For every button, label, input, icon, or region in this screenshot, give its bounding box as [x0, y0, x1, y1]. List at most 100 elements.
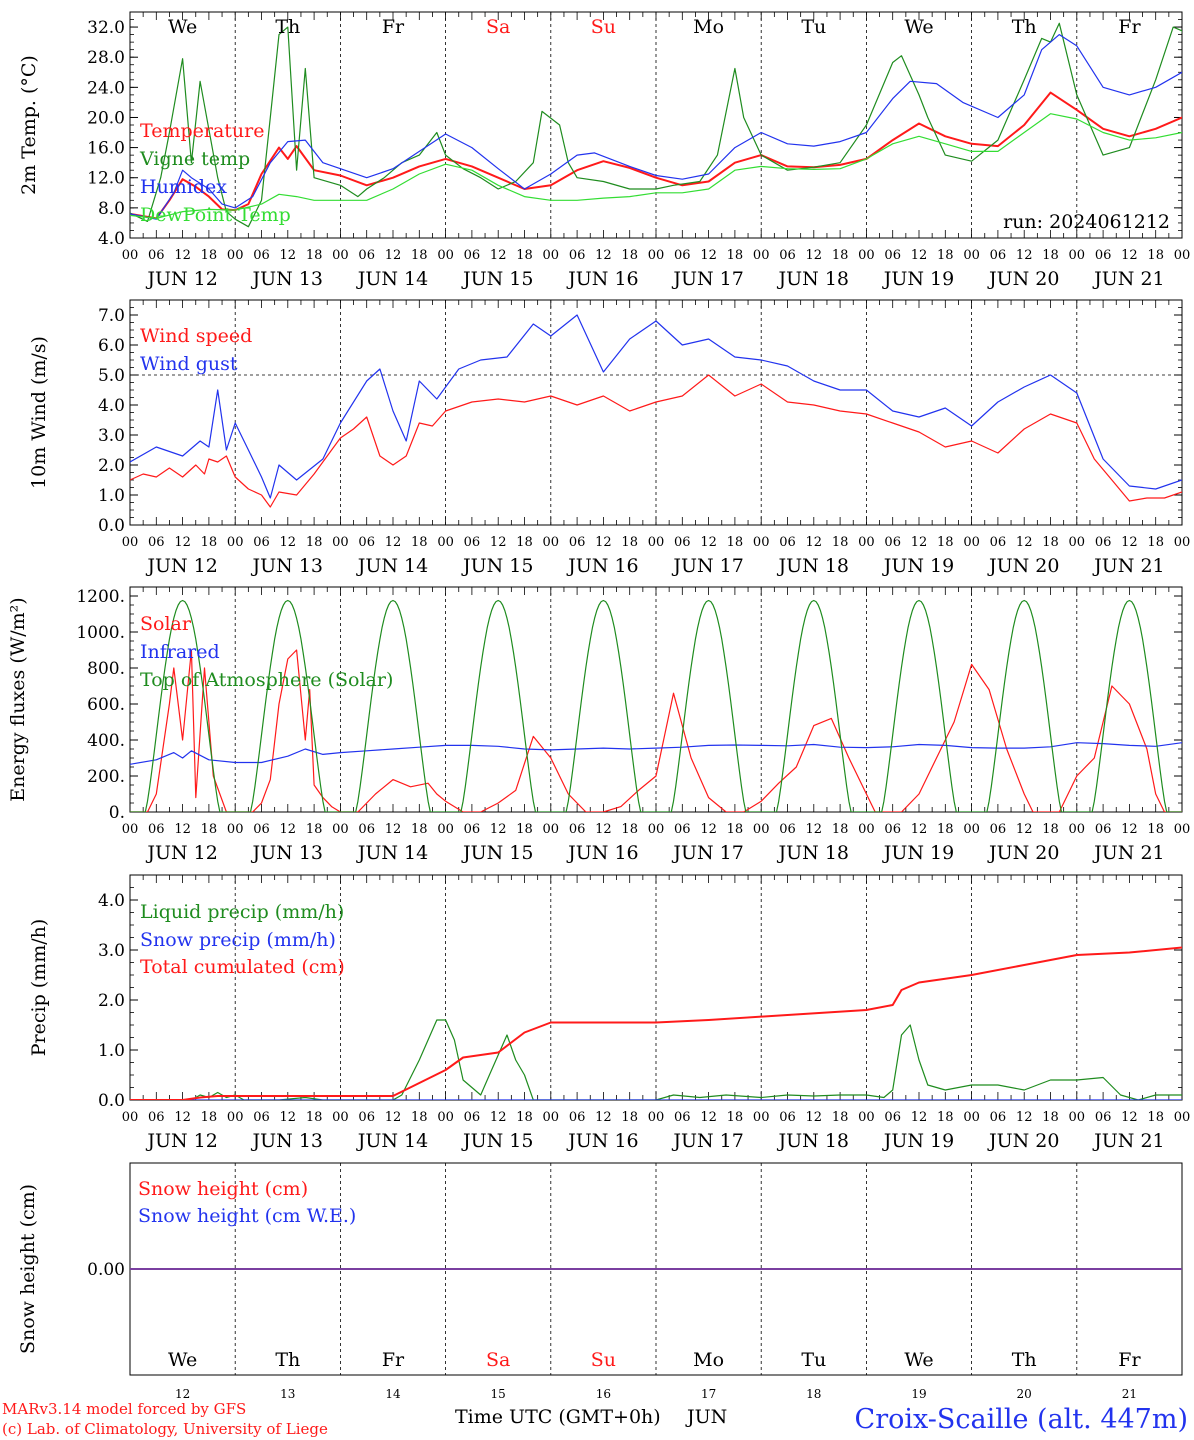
hour-tick-label: 18 — [937, 822, 954, 837]
hour-tick-label: 12 — [174, 535, 191, 550]
legend-entry: DewPoint Temp — [140, 204, 291, 226]
date-label: JUN 12 — [145, 1130, 217, 1152]
day-number-label: 21 — [1122, 1387, 1137, 1401]
hour-tick-label: 00 — [543, 248, 560, 263]
hour-tick-label: 18 — [937, 535, 954, 550]
hour-tick-label: 12 — [385, 822, 402, 837]
date-label: JUN 20 — [987, 1130, 1059, 1152]
legend-entry: Humidex — [140, 176, 227, 198]
date-label: JUN 12 — [145, 555, 217, 577]
date-label: JUN 17 — [671, 268, 743, 290]
hour-tick-label: 00 — [332, 1110, 349, 1125]
hour-tick-label: 18 — [727, 1110, 744, 1125]
hour-tick-label: 18 — [621, 248, 638, 263]
run-annotation: run: 2024061212 — [1003, 211, 1170, 233]
date-label: JUN 14 — [356, 842, 428, 864]
y-tick-label: 1000. — [76, 623, 125, 643]
hour-tick-label: 06 — [464, 822, 481, 837]
weekday-label: Su — [591, 1349, 616, 1371]
hour-tick-label: 00 — [437, 535, 454, 550]
hour-tick-label: 12 — [385, 535, 402, 550]
hour-tick-label: 18 — [201, 1110, 218, 1125]
date-label: JUN 16 — [566, 842, 638, 864]
date-label: JUN 15 — [461, 842, 533, 864]
plot-frame — [129, 299, 1183, 526]
hour-tick-label: 12 — [490, 248, 507, 263]
day-number-label: 16 — [596, 1387, 611, 1401]
hour-tick-label: 12 — [700, 1110, 717, 1125]
date-label: JUN 16 — [566, 1130, 638, 1152]
day-number-label: 19 — [911, 1387, 926, 1401]
hour-tick-label: 18 — [516, 535, 533, 550]
hour-tick-label: 00 — [1174, 822, 1191, 837]
date-label: JUN 19 — [882, 1130, 954, 1152]
hour-tick-label: 06 — [253, 248, 270, 263]
hour-tick-label: 00 — [648, 822, 665, 837]
hour-tick-label: 06 — [779, 248, 796, 263]
hour-tick-label: 00 — [1174, 535, 1191, 550]
hour-tick-label: 00 — [437, 248, 454, 263]
hour-tick-label: 12 — [1016, 535, 1033, 550]
weekday-label: Th — [1012, 1349, 1037, 1371]
hour-tick-label: 18 — [516, 1110, 533, 1125]
date-label: JUN 15 — [461, 268, 533, 290]
date-label: JUN 18 — [777, 555, 849, 577]
date-label: JUN 13 — [251, 842, 323, 864]
hour-tick-label: 18 — [832, 822, 849, 837]
hour-tick-label: 18 — [1042, 535, 1059, 550]
hour-tick-label: 00 — [543, 822, 560, 837]
series-line-liquid-precip-mm-h — [130, 1019, 1182, 1100]
date-label: JUN 16 — [566, 268, 638, 290]
hour-tick-label: 00 — [227, 535, 244, 550]
hour-tick-label: 06 — [148, 535, 165, 550]
hour-tick-label: 12 — [700, 248, 717, 263]
hour-tick-label: 12 — [1016, 248, 1033, 263]
hour-tick-label: 12 — [490, 535, 507, 550]
hour-tick-label: 06 — [148, 248, 165, 263]
hour-tick-label: 00 — [963, 248, 980, 263]
panel-5: 0.00 Snow height (cm) Snow height (cm) Snow… — [17, 1162, 1183, 1401]
hour-tick-label: 06 — [464, 248, 481, 263]
station-title: Croix-Scaille (alt. 447m) — [855, 1404, 1188, 1435]
series-line-vigne-temp — [130, 22, 1182, 228]
panels: 00 06 12 18 00 06 12 18 00 06 12 18 00 06 12 18 00 06 12 18… — [7, 11, 1191, 1401]
y-tick-label: 0.00 — [87, 1260, 125, 1280]
hour-tick-label: 18 — [516, 822, 533, 837]
hour-tick-label: 00 — [648, 248, 665, 263]
hour-tick-label: 12 — [385, 248, 402, 263]
series-line-wind-speed — [130, 374, 1182, 508]
hour-tick-label: 12 — [174, 248, 191, 263]
series-line-total-cumulated-cm — [130, 946, 1182, 1100]
hour-tick-label: 12 — [806, 535, 823, 550]
hour-tick-label: 00 — [963, 822, 980, 837]
hour-tick-label: 18 — [1147, 535, 1164, 550]
legend-entry: Temperature — [140, 120, 264, 142]
series-line-solar — [130, 649, 1182, 812]
date-label: JUN 17 — [671, 555, 743, 577]
hour-tick-label: 18 — [1147, 1110, 1164, 1125]
series-group — [130, 314, 1182, 508]
legend-entry: Wind speed — [140, 325, 252, 347]
y-tick-label: 7.0 — [98, 306, 125, 326]
date-label: JUN 19 — [882, 555, 954, 577]
y-tick-label: 400. — [87, 731, 125, 751]
hour-tick-label: 12 — [911, 248, 928, 263]
hour-tick-label: 06 — [884, 1110, 901, 1125]
weekday-label: Fr — [382, 16, 405, 38]
hour-tick-label: 18 — [727, 248, 744, 263]
hour-tick-label: 00 — [543, 535, 560, 550]
date-label: JUN 13 — [251, 1130, 323, 1152]
y-tick-label: 600. — [87, 695, 125, 715]
hour-tick-label: 06 — [674, 248, 691, 263]
weekday-label: Mo — [693, 16, 724, 38]
y-tick-label: 32.0 — [87, 18, 125, 38]
weekday-label: Tu — [801, 16, 826, 38]
credit-line-2: (c) Lab. of Climatology, University of L… — [2, 1420, 328, 1438]
hour-tick-label: 18 — [306, 535, 323, 550]
series-line-humidex — [130, 34, 1182, 220]
hour-tick-label: 12 — [911, 1110, 928, 1125]
hour-tick-label: 06 — [358, 535, 375, 550]
date-label: JUN 20 — [987, 555, 1059, 577]
date-label: JUN 21 — [1092, 1130, 1164, 1152]
y-tick-label: 20.0 — [87, 108, 125, 128]
